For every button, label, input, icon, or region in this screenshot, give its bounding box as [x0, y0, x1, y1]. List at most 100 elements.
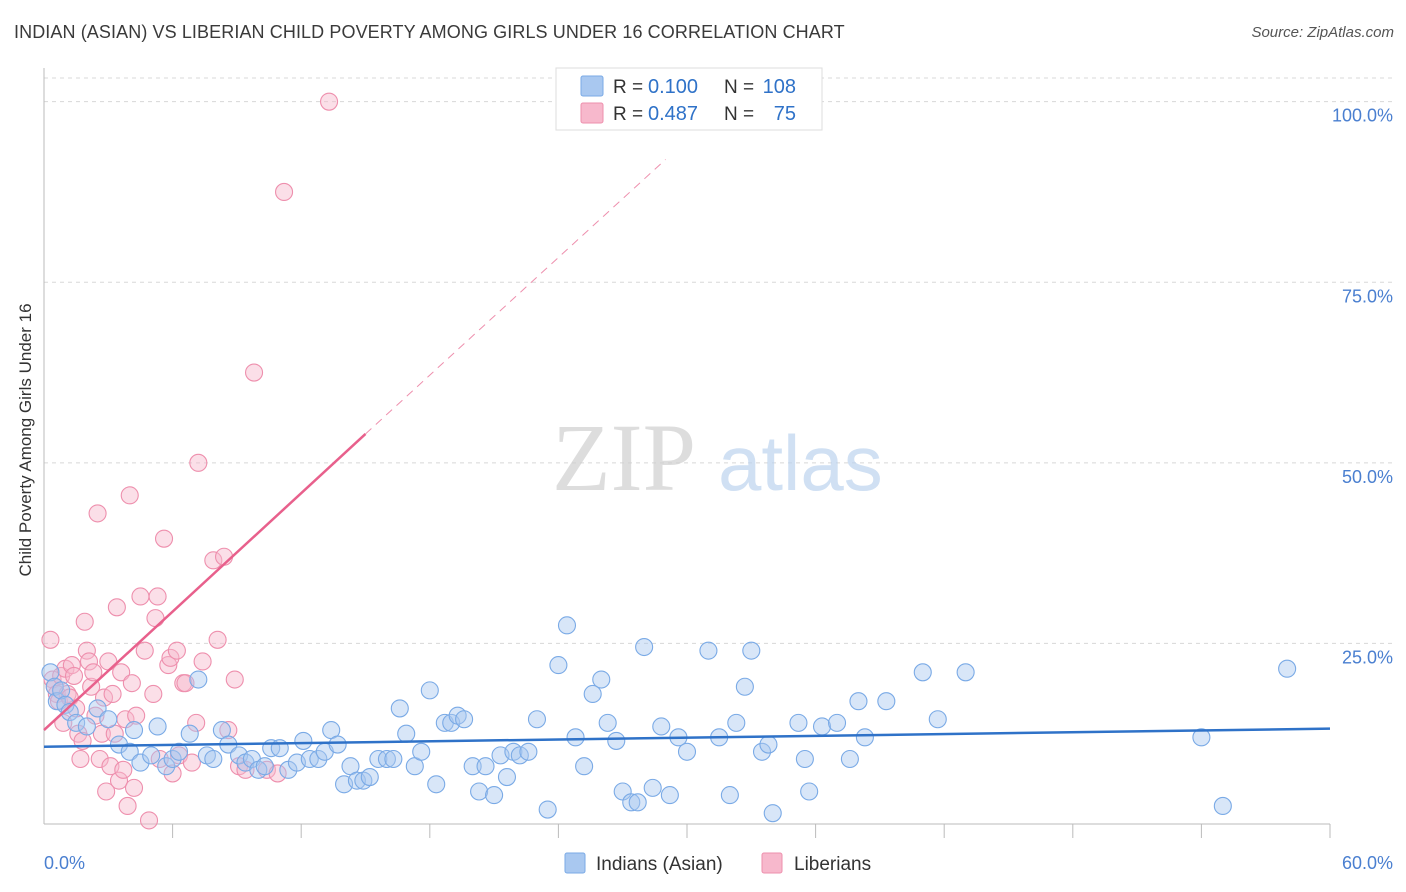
liberians-point	[107, 598, 126, 617]
indians-point	[204, 749, 223, 769]
liberians-point	[97, 782, 116, 801]
indians-point	[1192, 728, 1211, 747]
indians-point	[527, 710, 547, 729]
liberians-point	[275, 182, 294, 202]
liberians-point	[109, 771, 129, 790]
liberians-point	[103, 684, 122, 704]
liberians-point	[204, 551, 223, 570]
liberians-point	[135, 641, 154, 660]
stats-n-label-liberians: N =	[724, 104, 754, 125]
liberians-point	[122, 674, 141, 693]
indians-point	[67, 713, 86, 732]
indians-point	[699, 641, 718, 660]
indians-point	[328, 735, 347, 754]
liberians-point	[75, 612, 94, 631]
indians-point	[795, 749, 814, 769]
stats-legend-swatch-indians	[580, 75, 604, 97]
liberians-point	[127, 706, 146, 725]
indians-point	[598, 713, 617, 732]
indians-point	[566, 728, 585, 747]
chart-title: INDIAN (ASIAN) VS LIBERIAN CHILD POVERTY…	[14, 22, 845, 42]
indians-point	[384, 749, 403, 769]
liberians-point	[54, 713, 73, 732]
indians-point	[1278, 659, 1297, 678]
indians-point	[827, 713, 847, 732]
stats-r-label-liberians: R =	[613, 104, 643, 125]
indians-point	[88, 699, 107, 718]
indians-point	[309, 749, 328, 769]
x-tick-label-min: 0.0%	[44, 853, 85, 873]
liberians-point	[84, 663, 103, 682]
indians-point	[427, 775, 446, 794]
y-tick-label: 50.0%	[1342, 467, 1393, 487]
watermark: ZIP atlas	[552, 404, 883, 511]
indians-point	[800, 782, 819, 801]
indians-point	[463, 757, 482, 776]
indians-point	[41, 663, 60, 682]
liberians-point	[154, 529, 174, 548]
liberians-trend-line	[43, 433, 367, 732]
stats-r-value-indians: 0.100	[648, 76, 698, 98]
indians-point	[549, 656, 568, 675]
indians-point	[60, 702, 79, 722]
indians-point	[727, 713, 746, 732]
indians-point	[742, 641, 761, 660]
series-legend: Indians (Asian) Liberians	[564, 852, 871, 875]
liberians-point	[219, 721, 238, 740]
liberians-point	[62, 656, 81, 675]
liberians-point	[139, 811, 159, 830]
indians-point	[812, 717, 832, 736]
stats-n-label-indians: N =	[724, 77, 754, 98]
indians-point	[643, 778, 662, 797]
indians-point	[169, 742, 189, 761]
liberians-point	[114, 760, 133, 779]
liberians-point	[163, 764, 182, 783]
legend-swatch-indians	[564, 852, 586, 874]
indians-point	[131, 753, 150, 772]
indians-point	[470, 782, 489, 801]
indians-point	[476, 757, 495, 776]
liberians-point	[88, 504, 107, 523]
legend-label-liberians: Liberians	[794, 854, 871, 875]
indians-point	[360, 767, 379, 787]
liberians-point	[79, 652, 99, 671]
liberians-point	[77, 641, 96, 660]
liberians-trend-extension	[365, 159, 666, 435]
stats-n-value-liberians: 75	[774, 103, 796, 125]
liberians-point	[148, 587, 167, 606]
liberians-point	[187, 713, 206, 732]
liberians-point	[182, 753, 201, 772]
indians-point	[607, 731, 626, 750]
y-tick-labels: 25.0% 50.0% 75.0% 100.0%	[1332, 106, 1393, 668]
y-tick-label: 75.0%	[1342, 286, 1393, 306]
indians-point	[180, 724, 199, 743]
indians-point	[849, 692, 868, 711]
liberians-point	[225, 670, 244, 689]
liberians-point	[244, 363, 264, 382]
trend-lines	[43, 159, 1331, 748]
x-tick-labels: 0.0% 60.0%	[44, 853, 1393, 873]
liberians-point	[193, 652, 212, 671]
indians-point	[163, 749, 182, 769]
indians-point	[142, 746, 161, 765]
liberians-point	[159, 656, 178, 675]
y-tick-label: 100.0%	[1332, 106, 1393, 126]
indians-point	[652, 717, 671, 736]
indians-point	[497, 767, 517, 787]
indians-point	[519, 742, 538, 761]
watermark-atlas: atlas	[718, 419, 883, 507]
legend-swatch-liberians	[761, 852, 783, 874]
indians-point	[148, 717, 167, 736]
indians-point	[789, 713, 808, 732]
x-tick-label-max: 60.0%	[1342, 853, 1393, 873]
indians-point	[255, 757, 274, 776]
liberians-point	[131, 587, 150, 606]
stats-n-value-indians: 108	[763, 76, 796, 98]
liberians-point	[189, 453, 208, 472]
indians-point	[455, 710, 474, 729]
liberians-point	[161, 648, 180, 667]
stats-legend: R = 0.100 N = 108 R = 0.487 N = 75	[555, 67, 823, 131]
indians-point	[855, 728, 874, 747]
y-tick-label: 25.0%	[1342, 647, 1393, 667]
